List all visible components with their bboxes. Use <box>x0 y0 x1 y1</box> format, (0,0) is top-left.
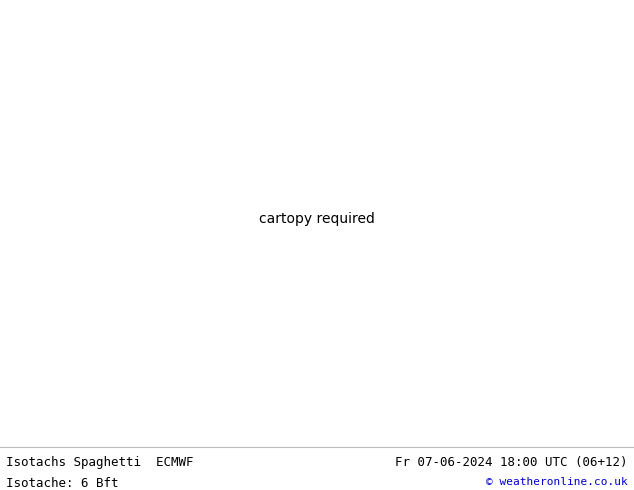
Text: Isotache: 6 Bft: Isotache: 6 Bft <box>6 477 119 490</box>
Text: Isotachs Spaghetti  ECMWF: Isotachs Spaghetti ECMWF <box>6 456 194 468</box>
Text: Fr 07-06-2024 18:00 UTC (06+12): Fr 07-06-2024 18:00 UTC (06+12) <box>395 456 628 468</box>
Text: cartopy required: cartopy required <box>259 212 375 226</box>
Text: © weatheronline.co.uk: © weatheronline.co.uk <box>486 477 628 487</box>
